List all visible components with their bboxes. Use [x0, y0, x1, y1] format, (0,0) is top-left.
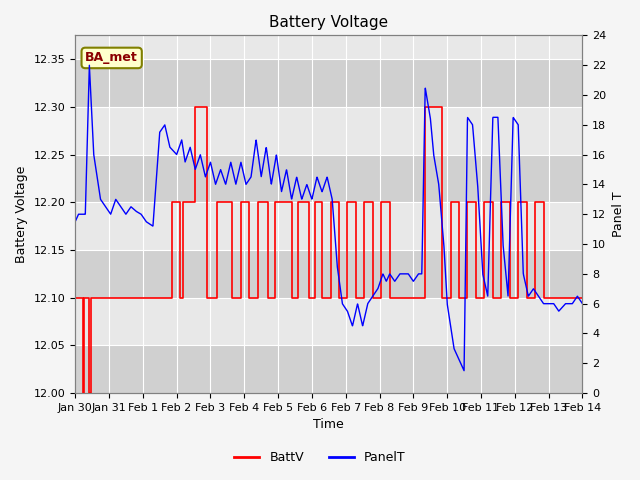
- Bar: [75, 346, 582, 393]
- Text: BA_met: BA_met: [85, 51, 138, 64]
- Bar: [75, 59, 582, 107]
- Bar: [75, 298, 582, 346]
- X-axis label: Time: Time: [314, 419, 344, 432]
- Bar: [75, 202, 582, 250]
- Legend: BattV, PanelT: BattV, PanelT: [229, 446, 411, 469]
- Bar: [75, 155, 582, 202]
- Bar: [75, 250, 582, 298]
- Bar: [75, 36, 582, 59]
- Y-axis label: Panel T: Panel T: [612, 192, 625, 237]
- Y-axis label: Battery Voltage: Battery Voltage: [15, 166, 28, 263]
- Title: Battery Voltage: Battery Voltage: [269, 15, 388, 30]
- Bar: [75, 107, 582, 155]
